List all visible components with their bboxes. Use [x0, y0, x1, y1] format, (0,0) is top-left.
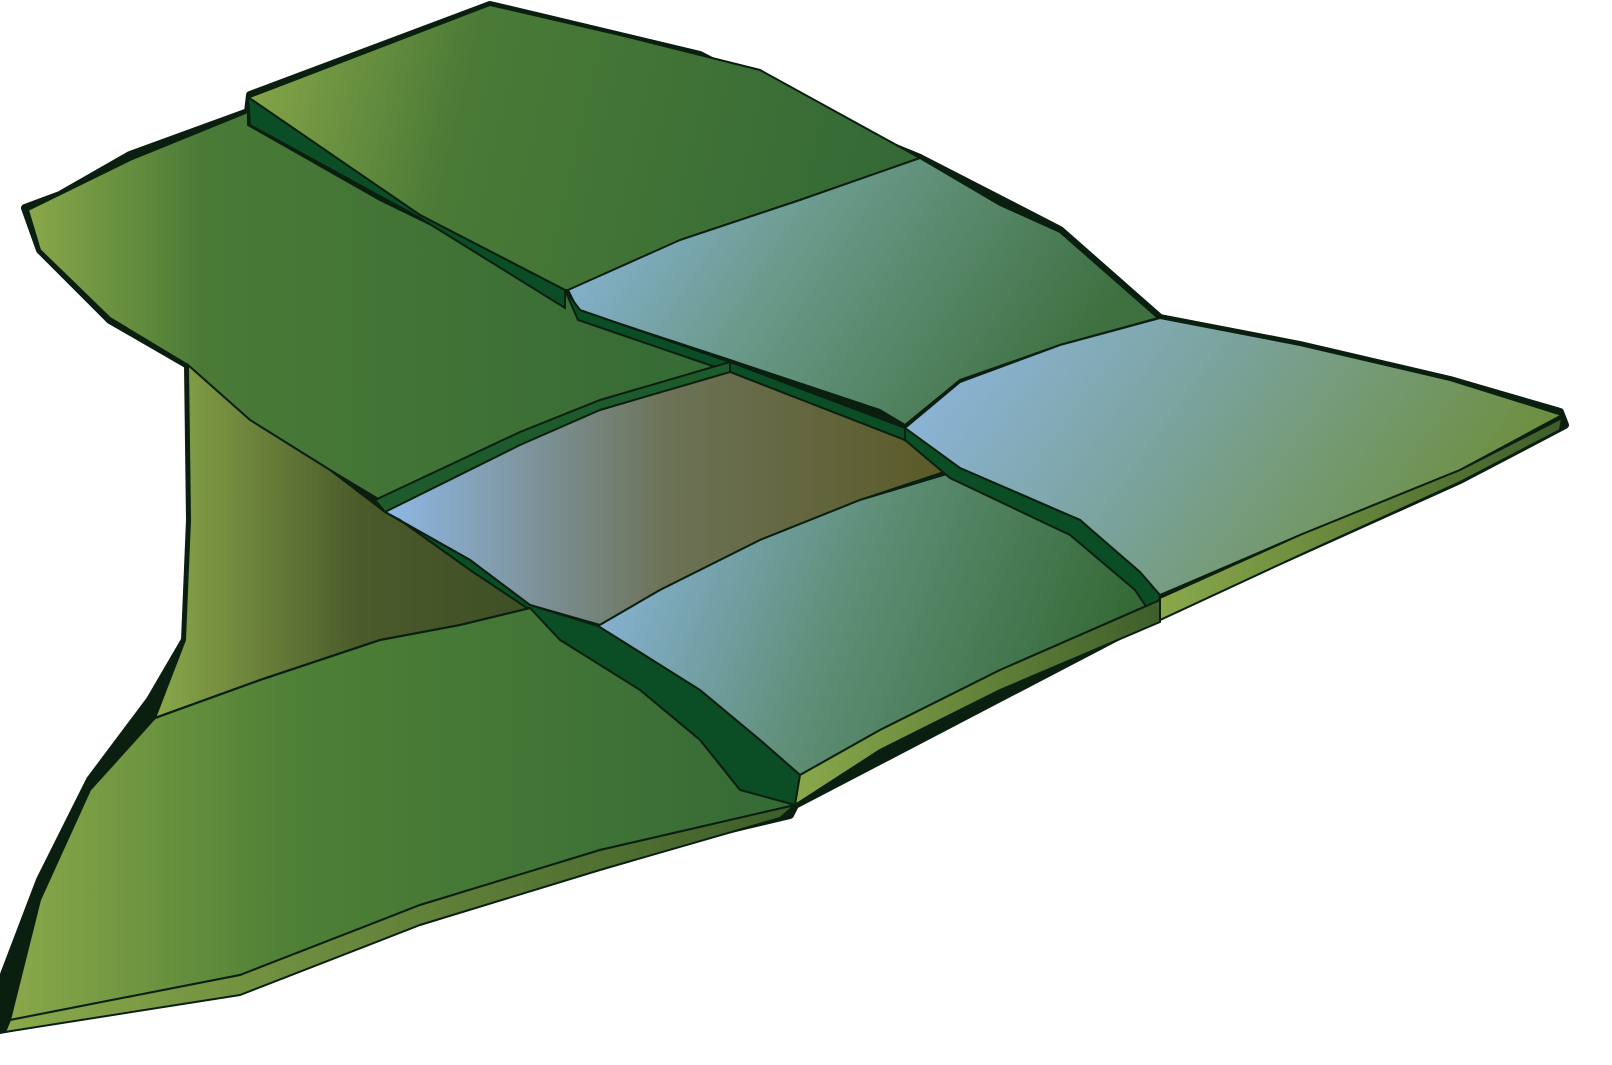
- terrace-wall-mud-upper: [373, 360, 731, 514]
- front-edge-right: [1159, 416, 1564, 622]
- slope-divider: [154, 607, 531, 719]
- front-edge-bottom: [3, 804, 796, 1034]
- terrace-wall-back: [246, 95, 566, 310]
- front-edge-lower: [793, 598, 1161, 808]
